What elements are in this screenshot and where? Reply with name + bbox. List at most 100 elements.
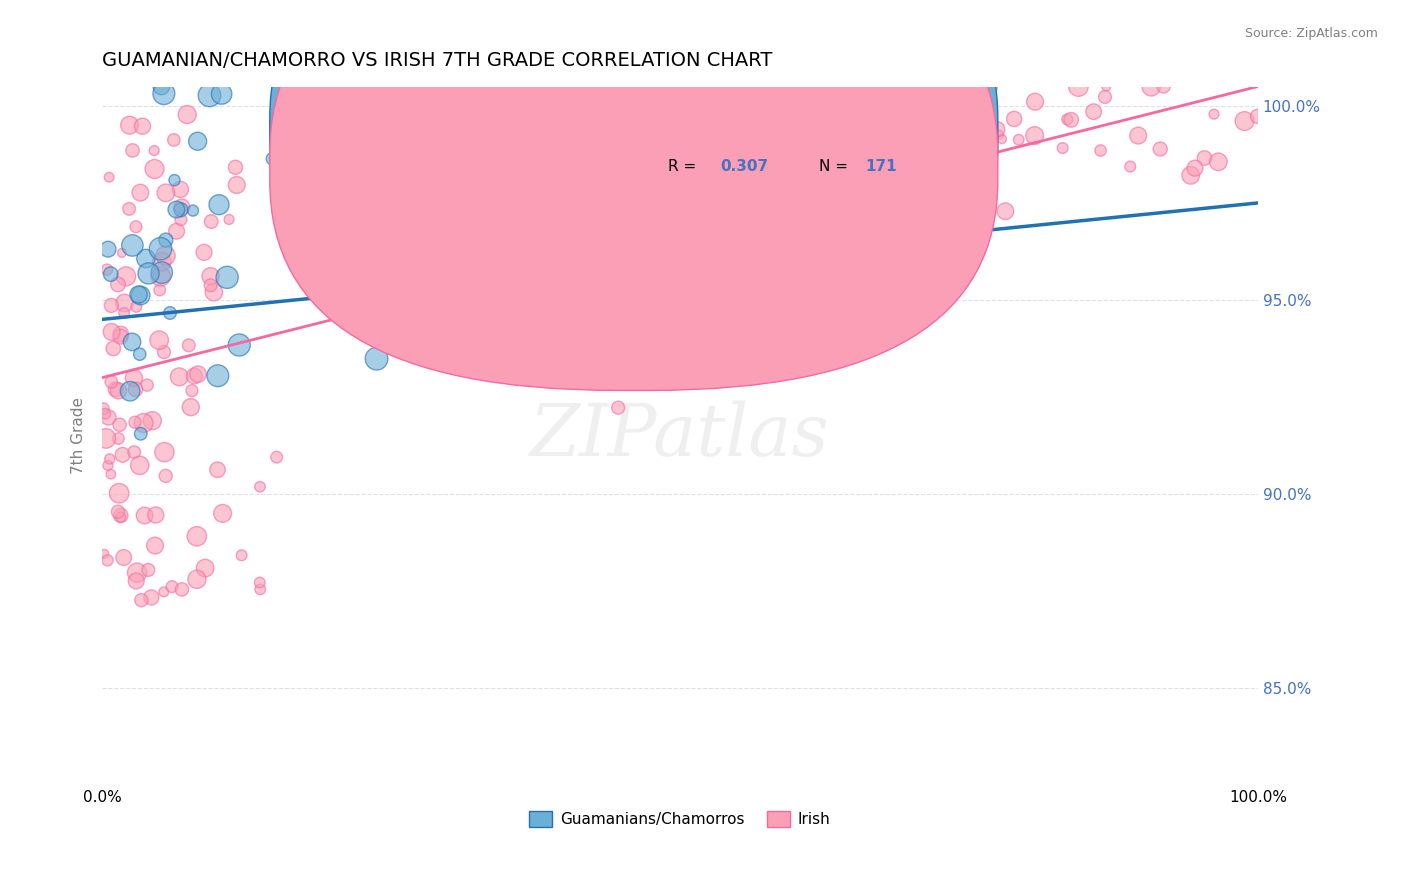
Irish (595, 318, 617, 332)
Irish (638, 177, 661, 191)
FancyBboxPatch shape (270, 0, 998, 356)
Irish (176, 107, 198, 121)
Irish (93, 547, 115, 561)
Irish (673, 173, 696, 187)
Guamanians/Chamorros (217, 270, 239, 285)
Irish (946, 127, 969, 141)
Irish (114, 296, 136, 310)
Irish (1184, 161, 1206, 176)
Guamanians/Chamorros (170, 202, 193, 217)
Irish (111, 245, 134, 260)
Irish (617, 222, 640, 236)
Irish (991, 132, 1014, 146)
Guamanians/Chamorros (155, 233, 177, 247)
Irish (94, 432, 117, 446)
Irish (1094, 90, 1116, 104)
Irish (145, 508, 167, 522)
Irish (170, 582, 193, 597)
Irish (986, 122, 1008, 136)
Guamanians/Chamorros (512, 79, 534, 94)
Irish (965, 103, 987, 117)
Irish (104, 383, 127, 397)
Irish (160, 580, 183, 594)
Irish (166, 224, 188, 238)
Irish (1153, 79, 1175, 94)
Irish (108, 417, 131, 432)
Guamanians/Chamorros (207, 368, 229, 383)
Irish (941, 88, 963, 103)
Guamanians/Chamorros (228, 338, 250, 352)
Irish (100, 467, 122, 482)
Irish (170, 212, 193, 227)
Irish (249, 582, 271, 597)
Irish (107, 277, 129, 292)
Irish (136, 563, 159, 577)
Text: GUAMANIAN/CHAMORRO VS IRISH 7TH GRADE CORRELATION CHART: GUAMANIAN/CHAMORRO VS IRISH 7TH GRADE CO… (103, 51, 772, 70)
Guamanians/Chamorros (382, 79, 405, 94)
Irish (124, 415, 146, 429)
Guamanians/Chamorros (97, 242, 120, 256)
Guamanians/Chamorros (100, 267, 122, 281)
Irish (1056, 112, 1078, 127)
Irish (626, 186, 648, 200)
Guamanians/Chamorros (128, 347, 150, 361)
Irish (980, 79, 1002, 94)
Irish (747, 207, 769, 221)
Guamanians/Chamorros (208, 197, 231, 211)
Irish (672, 79, 695, 94)
Guamanians/Chamorros (284, 112, 307, 126)
Irish (122, 371, 145, 385)
Irish (1067, 79, 1090, 94)
Irish (562, 169, 585, 183)
Irish (988, 128, 1011, 142)
Irish (169, 182, 191, 196)
Irish (200, 278, 222, 293)
Irish (107, 505, 129, 519)
Irish (111, 448, 134, 462)
Irish (752, 169, 775, 184)
Irish (835, 169, 858, 184)
Irish (143, 539, 166, 553)
Irish (96, 553, 118, 567)
Irish (186, 572, 208, 586)
Irish (110, 510, 132, 524)
Irish (125, 566, 148, 580)
Irish (575, 219, 598, 234)
Guamanians/Chamorros (153, 87, 176, 101)
Guamanians/Chamorros (138, 266, 160, 280)
Irish (607, 401, 630, 415)
Irish (180, 400, 202, 414)
Irish (623, 235, 645, 249)
Irish (207, 463, 229, 477)
Irish (103, 342, 125, 356)
Irish (572, 204, 595, 219)
Irish (801, 105, 824, 120)
Irish (121, 144, 143, 158)
Guamanians/Chamorros (623, 79, 645, 94)
Guamanians/Chamorros (129, 426, 152, 441)
Irish (994, 204, 1017, 219)
Irish (149, 269, 172, 284)
Guamanians/Chamorros (163, 173, 186, 187)
Irish (249, 575, 271, 590)
Irish (107, 432, 129, 446)
Irish (143, 161, 166, 176)
Irish (136, 378, 159, 392)
Irish (131, 119, 153, 133)
Text: R =: R = (668, 124, 702, 139)
Text: 0.307: 0.307 (720, 160, 769, 174)
Text: 37: 37 (865, 124, 886, 139)
Irish (828, 142, 851, 156)
Guamanians/Chamorros (135, 252, 157, 266)
Irish (1095, 79, 1118, 94)
Irish (740, 79, 762, 94)
Guamanians/Chamorros (149, 242, 172, 256)
Irish (153, 345, 176, 359)
Irish (218, 212, 240, 227)
Irish (564, 180, 586, 194)
Guamanians/Chamorros (150, 79, 173, 94)
Irish (1119, 160, 1142, 174)
Irish (118, 118, 141, 132)
Guamanians/Chamorros (159, 306, 181, 320)
Irish (851, 96, 873, 111)
